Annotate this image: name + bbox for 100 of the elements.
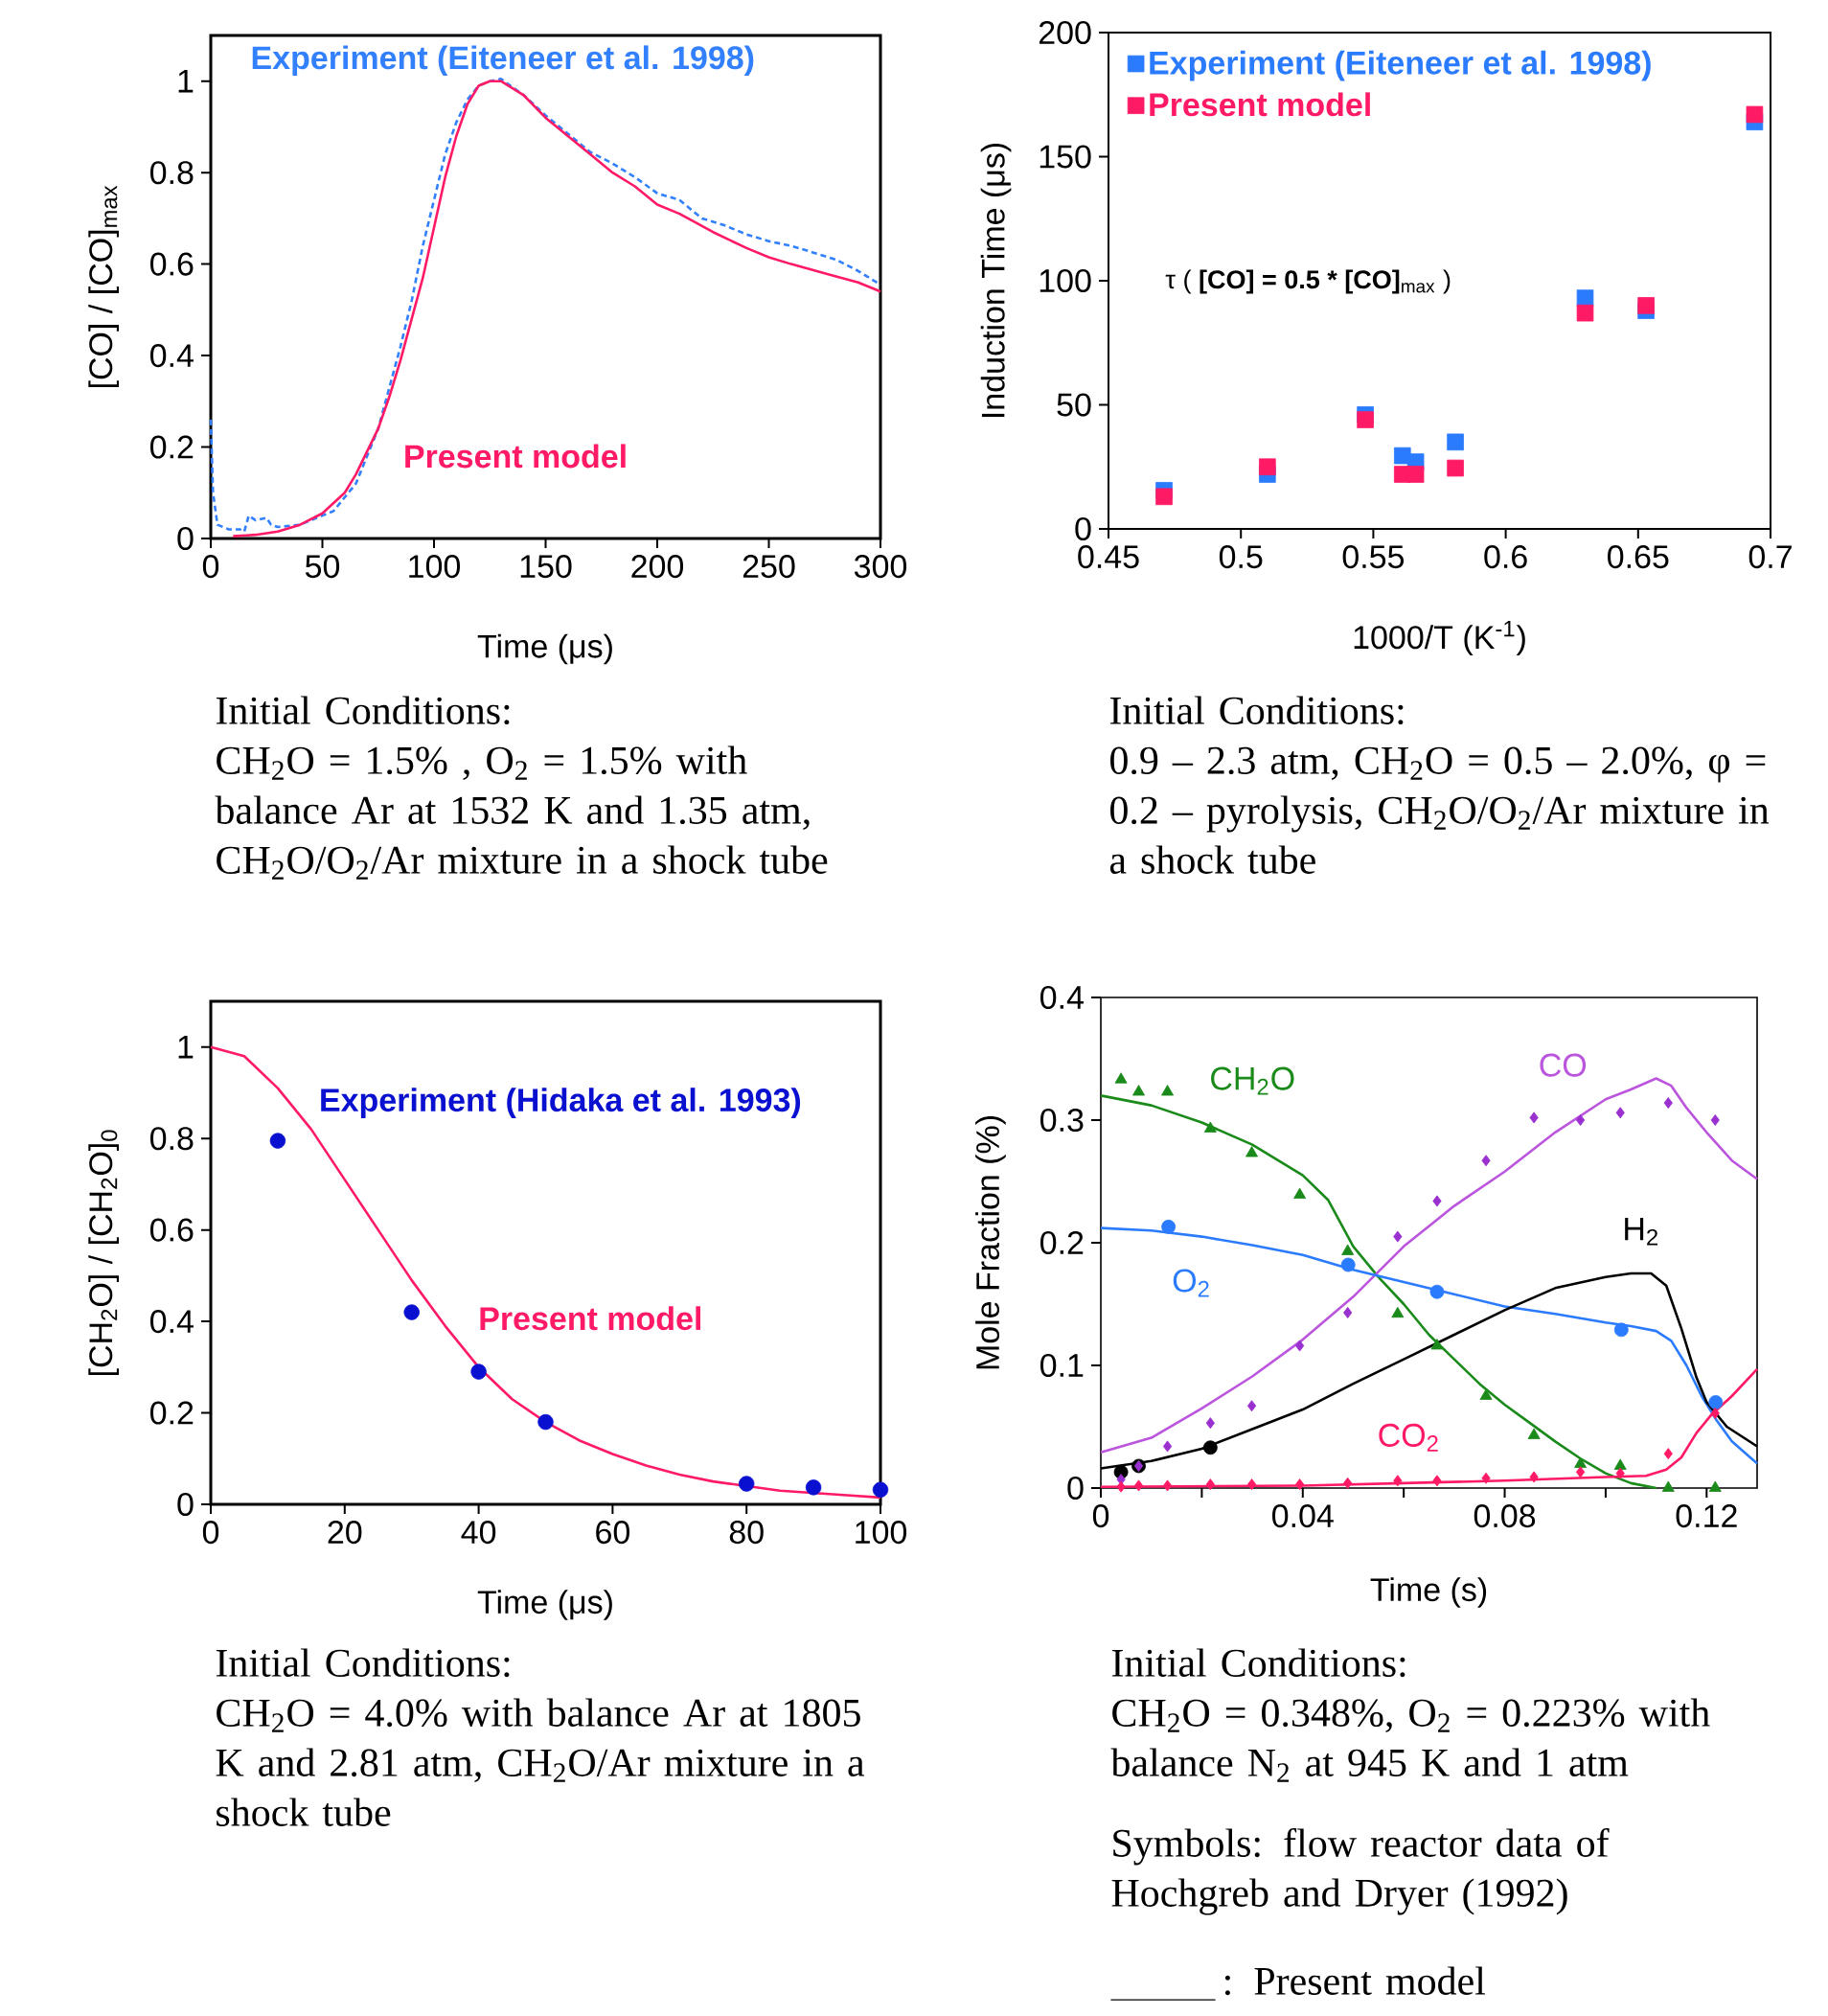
- point: [1133, 1479, 1144, 1492]
- point: [1576, 304, 1594, 322]
- point: [1575, 1466, 1586, 1478]
- y-tick-label: 0.6: [149, 252, 194, 276]
- text: Initial Conditions:: [216, 696, 510, 725]
- text: Initial Conditions:: [216, 1648, 510, 1678]
- point: [1246, 1478, 1257, 1491]
- x-tick-label: 50: [305, 555, 340, 579]
- line-series: [1099, 1367, 1759, 1489]
- y-axis-title: [CO] / [CO]$_{max}$: [88, 185, 120, 388]
- point: [1708, 1480, 1722, 1492]
- line-series: [1099, 1094, 1657, 1490]
- point: [1293, 1187, 1307, 1199]
- point: [1663, 1448, 1673, 1460]
- series-label: Experiment (Eiteneer et al. 1998): [252, 45, 754, 77]
- text: Initial Conditions:: [1111, 1648, 1405, 1678]
- y-tick-label: 0: [1067, 1476, 1084, 1501]
- point: [1529, 1471, 1539, 1483]
- text: CH$_{2}$O = 4.0% with balance Ar at 1805 K and 2.81 atm, CH$_{2}$O/Ar mixture in a shock tube: [216, 1698, 865, 1826]
- point: [269, 1133, 286, 1149]
- series-label: O$_{2}$: [1173, 1269, 1209, 1297]
- point: [1406, 466, 1425, 483]
- y-tick-label: 0.2: [149, 435, 194, 459]
- point: [1341, 1244, 1355, 1255]
- y-tick-label: 150: [1040, 145, 1091, 169]
- text: 0.9 – 2.3 atm, CH$_{2}$O = 0.5 – 2.0%, φ = 0.2 – pyrolysis, CH$_{2}$O/O$_{2}$/Ar mixture in a shock tube: [1109, 746, 1770, 874]
- point: [1205, 1417, 1215, 1430]
- legend-label: Present model: [1150, 92, 1370, 117]
- point: [1710, 1407, 1720, 1419]
- point: [1161, 1085, 1175, 1096]
- x-tick-label: 0.7: [1748, 545, 1792, 569]
- x-tick-label: 60: [596, 1521, 629, 1545]
- point: [739, 1476, 755, 1492]
- text: CH$_{2}$O = 1.5% , O$_{2}$ = 1.5% with balance Ar at 1532 K and 1.35 atm, CH$_{2}$O/O$_{2}$/Ar mixture in a shock tube: [215, 745, 828, 880]
- x-tick-label: 0: [202, 555, 219, 579]
- point: [1357, 411, 1374, 428]
- y-axis-title: Mole Fraction (%): [975, 1116, 1006, 1369]
- point: [1162, 1440, 1173, 1453]
- point: [1295, 1340, 1305, 1352]
- x-tick-label: 0.45: [1078, 545, 1139, 569]
- x-tick-label: 20: [328, 1521, 362, 1545]
- point: [805, 1479, 822, 1496]
- point: [1708, 1394, 1724, 1409]
- point: [470, 1363, 487, 1380]
- x-axis-title: 1000/T (K$^{-1}$): [1354, 620, 1525, 655]
- text: : Present model: [1224, 1966, 1486, 1996]
- x-tick-label: 0: [202, 1521, 219, 1545]
- x-tick-label: 0.12: [1676, 1504, 1737, 1528]
- point: [1613, 1458, 1627, 1470]
- point: [1613, 1322, 1629, 1338]
- point: [1246, 1400, 1257, 1412]
- x-tick-label: 0.08: [1474, 1504, 1536, 1528]
- y-tick-label: 0.3: [1040, 1108, 1084, 1133]
- x-tick-label: 300: [854, 555, 907, 579]
- point: [1710, 1113, 1720, 1126]
- text: Symbols: flow reactor data of Hochgreb and Dryer (1992): [1111, 1827, 1610, 1915]
- point: [1429, 1284, 1445, 1299]
- x-axis-title: Time (μs): [477, 1590, 612, 1620]
- y-tick-label: 0: [1075, 516, 1091, 541]
- x-tick-label: 200: [631, 555, 684, 579]
- point: [1615, 1467, 1625, 1479]
- point: [1432, 1475, 1442, 1487]
- text: CH$_{2}$O = 0.348%, O$_{2}$ = 0.223% with balance N$_{2}$ at 945 K and 1 atm: [1110, 1698, 1710, 1782]
- y-axis-title: [CH$_{2}$O] / [CH$_{2}$O]$_{0}$: [88, 1130, 119, 1376]
- point: [1203, 1121, 1217, 1133]
- point: [1259, 458, 1276, 476]
- point: [1430, 1339, 1444, 1350]
- x-tick-label: 0.65: [1608, 545, 1669, 569]
- series-label: H$_{2}$: [1625, 1217, 1657, 1246]
- point: [1479, 1388, 1493, 1400]
- x-axis-title: Time (s): [1370, 1577, 1487, 1608]
- x-tick-label: 0.5: [1219, 545, 1263, 569]
- point: [1393, 1230, 1403, 1243]
- point: [1447, 433, 1464, 451]
- annotation: τ ( [CO] = 0.5 * [CO]$_{max}$ ): [1165, 269, 1451, 294]
- point: [1661, 1480, 1675, 1492]
- x-tick-label: 100: [856, 1521, 907, 1545]
- series-label: CH$_{2}$O: [1211, 1066, 1294, 1095]
- x-tick-label: 0.04: [1272, 1504, 1334, 1528]
- point: [403, 1304, 420, 1320]
- point: [1202, 1440, 1218, 1455]
- x-tick-label: 0: [1092, 1504, 1109, 1528]
- text: Initial Conditions:: [1109, 696, 1404, 725]
- point: [1205, 1478, 1215, 1491]
- point: [1447, 459, 1464, 477]
- point: [1432, 1195, 1442, 1207]
- y-axis-title: Induction Time (μs): [980, 143, 1012, 418]
- point: [1575, 1113, 1586, 1126]
- series-label: Present model: [405, 444, 626, 469]
- point: [872, 1481, 889, 1498]
- x-tick-label: 150: [520, 555, 572, 579]
- point: [1343, 1306, 1353, 1318]
- x-tick-label: 40: [461, 1521, 496, 1545]
- y-tick-label: 0.4: [149, 344, 194, 368]
- point: [1116, 1480, 1126, 1493]
- point: [537, 1413, 554, 1431]
- y-tick-label: 50: [1057, 393, 1091, 417]
- x-tick-label: 100: [409, 555, 461, 579]
- point: [1245, 1146, 1259, 1157]
- y-tick-label: 0: [177, 526, 194, 551]
